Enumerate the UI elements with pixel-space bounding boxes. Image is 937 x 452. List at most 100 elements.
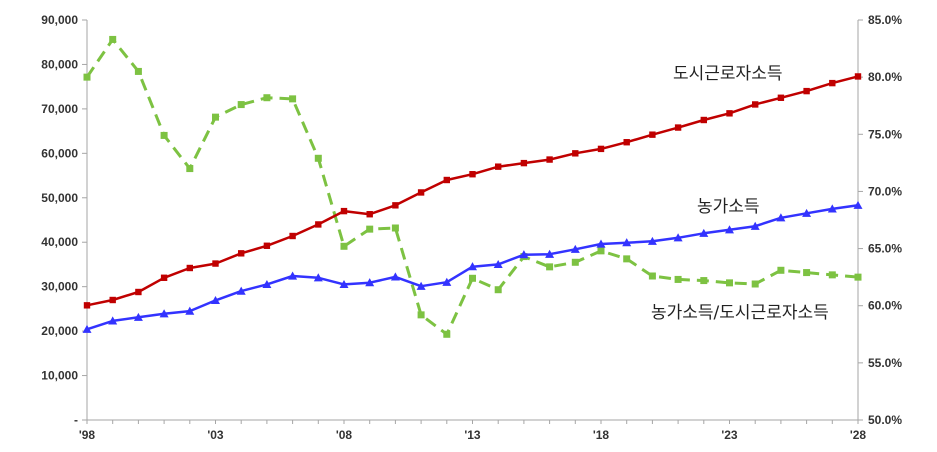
y-right-tick-label: 50.0%: [868, 413, 902, 427]
data-point: [545, 249, 555, 258]
y-right-tick-label: 85.0%: [868, 13, 902, 27]
y-right-tick-label: 75.0%: [868, 127, 902, 141]
y-left-tick-label: 20,000: [41, 324, 78, 338]
data-point: [186, 264, 193, 272]
data-point: [390, 272, 400, 281]
data-point: [313, 273, 323, 282]
y-left-tick-label: 10,000: [41, 369, 78, 383]
data-point: [236, 286, 246, 295]
data-point: [572, 150, 579, 157]
y-right-tick-label: 65.0%: [868, 242, 902, 256]
y-right-tick-label: 70.0%: [868, 184, 902, 198]
data-point: [134, 67, 142, 75]
data-point: [262, 279, 272, 289]
data-point: [623, 139, 630, 146]
data-point: [83, 302, 91, 309]
data-point: [417, 311, 425, 319]
y-left-tick-label: -: [74, 413, 78, 427]
data-point: [417, 189, 425, 196]
data-point: [750, 221, 760, 230]
data-point: [289, 232, 296, 240]
data-point: [82, 324, 92, 333]
data-point: [520, 159, 528, 167]
data-point: [135, 288, 142, 296]
data-point: [185, 306, 195, 315]
data-point: [700, 277, 708, 285]
data-point: [597, 145, 605, 153]
data-point: [109, 296, 116, 304]
series-label-urban-income: 도시근로자소득: [673, 64, 782, 84]
data-point: [391, 224, 399, 232]
data-point: [623, 255, 631, 263]
data-point: [853, 200, 863, 209]
data-point: [519, 250, 529, 259]
x-tick-label: '13: [464, 428, 481, 442]
series-labels: 도시근로자소득 농가소득 농가소득/도시근로자소득: [651, 64, 829, 323]
data-point: [443, 176, 450, 184]
data-point: [160, 131, 168, 139]
data-point: [366, 225, 374, 233]
series-layer: [82, 35, 863, 338]
data-point: [776, 213, 786, 222]
y-left-tick-label: 30,000: [41, 280, 78, 294]
data-point: [546, 263, 554, 271]
data-point: [469, 274, 476, 282]
data-point: [314, 154, 322, 162]
y-right-tick-label: 60.0%: [868, 299, 902, 313]
data-point: [288, 271, 298, 280]
data-point: [570, 244, 580, 253]
data-point: [468, 262, 477, 271]
series-0: [83, 73, 862, 309]
data-point: [674, 124, 682, 131]
x-tick-label: '03: [207, 428, 224, 442]
data-point: [674, 275, 682, 283]
data-point: [649, 131, 656, 138]
data-point: [803, 87, 810, 95]
y-left-tick-label: 80,000: [41, 57, 78, 71]
data-point: [392, 202, 399, 209]
data-point: [366, 211, 373, 218]
y-left-tick-label: 90,000: [41, 13, 78, 27]
data-point: [829, 79, 836, 87]
x-tick-label: '23: [721, 428, 738, 442]
data-point: [340, 242, 348, 250]
data-point: [597, 247, 605, 255]
data-point: [648, 272, 656, 280]
y-right-tick-label: 55.0%: [868, 356, 902, 370]
data-point: [494, 286, 502, 294]
data-point: [726, 110, 733, 117]
data-point: [699, 228, 709, 237]
data-point: [365, 278, 375, 287]
data-point: [315, 221, 322, 228]
data-point: [159, 309, 169, 318]
data-point: [212, 113, 219, 121]
data-point: [263, 242, 271, 249]
series-line: [86, 75, 859, 307]
y-left-tick-label: 60,000: [41, 146, 78, 160]
data-point: [752, 101, 759, 108]
data-point: [647, 236, 657, 245]
data-point: [289, 95, 297, 103]
data-point: [493, 259, 503, 269]
data-point: [108, 316, 118, 325]
data-point: [571, 258, 579, 266]
series-2: [83, 35, 862, 338]
y-left-tick-label: 40,000: [41, 235, 78, 249]
data-point: [827, 204, 837, 213]
y-right-tick-label: 80.0%: [868, 70, 902, 84]
data-point: [777, 94, 785, 101]
data-point: [443, 330, 451, 338]
data-point: [854, 273, 862, 281]
data-point: [237, 101, 245, 109]
data-point: [83, 73, 91, 81]
data-point: [596, 239, 606, 248]
axes: - 10,000 20,000 30,000 40,000 50,000 60,000 70,…: [41, 13, 902, 442]
series-label-income-ratio: 농가소득/도시근로자소득: [651, 303, 829, 323]
data-point: [777, 266, 785, 274]
data-point: [263, 94, 271, 102]
data-point: [238, 250, 245, 257]
data-point: [700, 116, 707, 124]
data-point: [495, 163, 502, 170]
data-point: [212, 260, 219, 267]
